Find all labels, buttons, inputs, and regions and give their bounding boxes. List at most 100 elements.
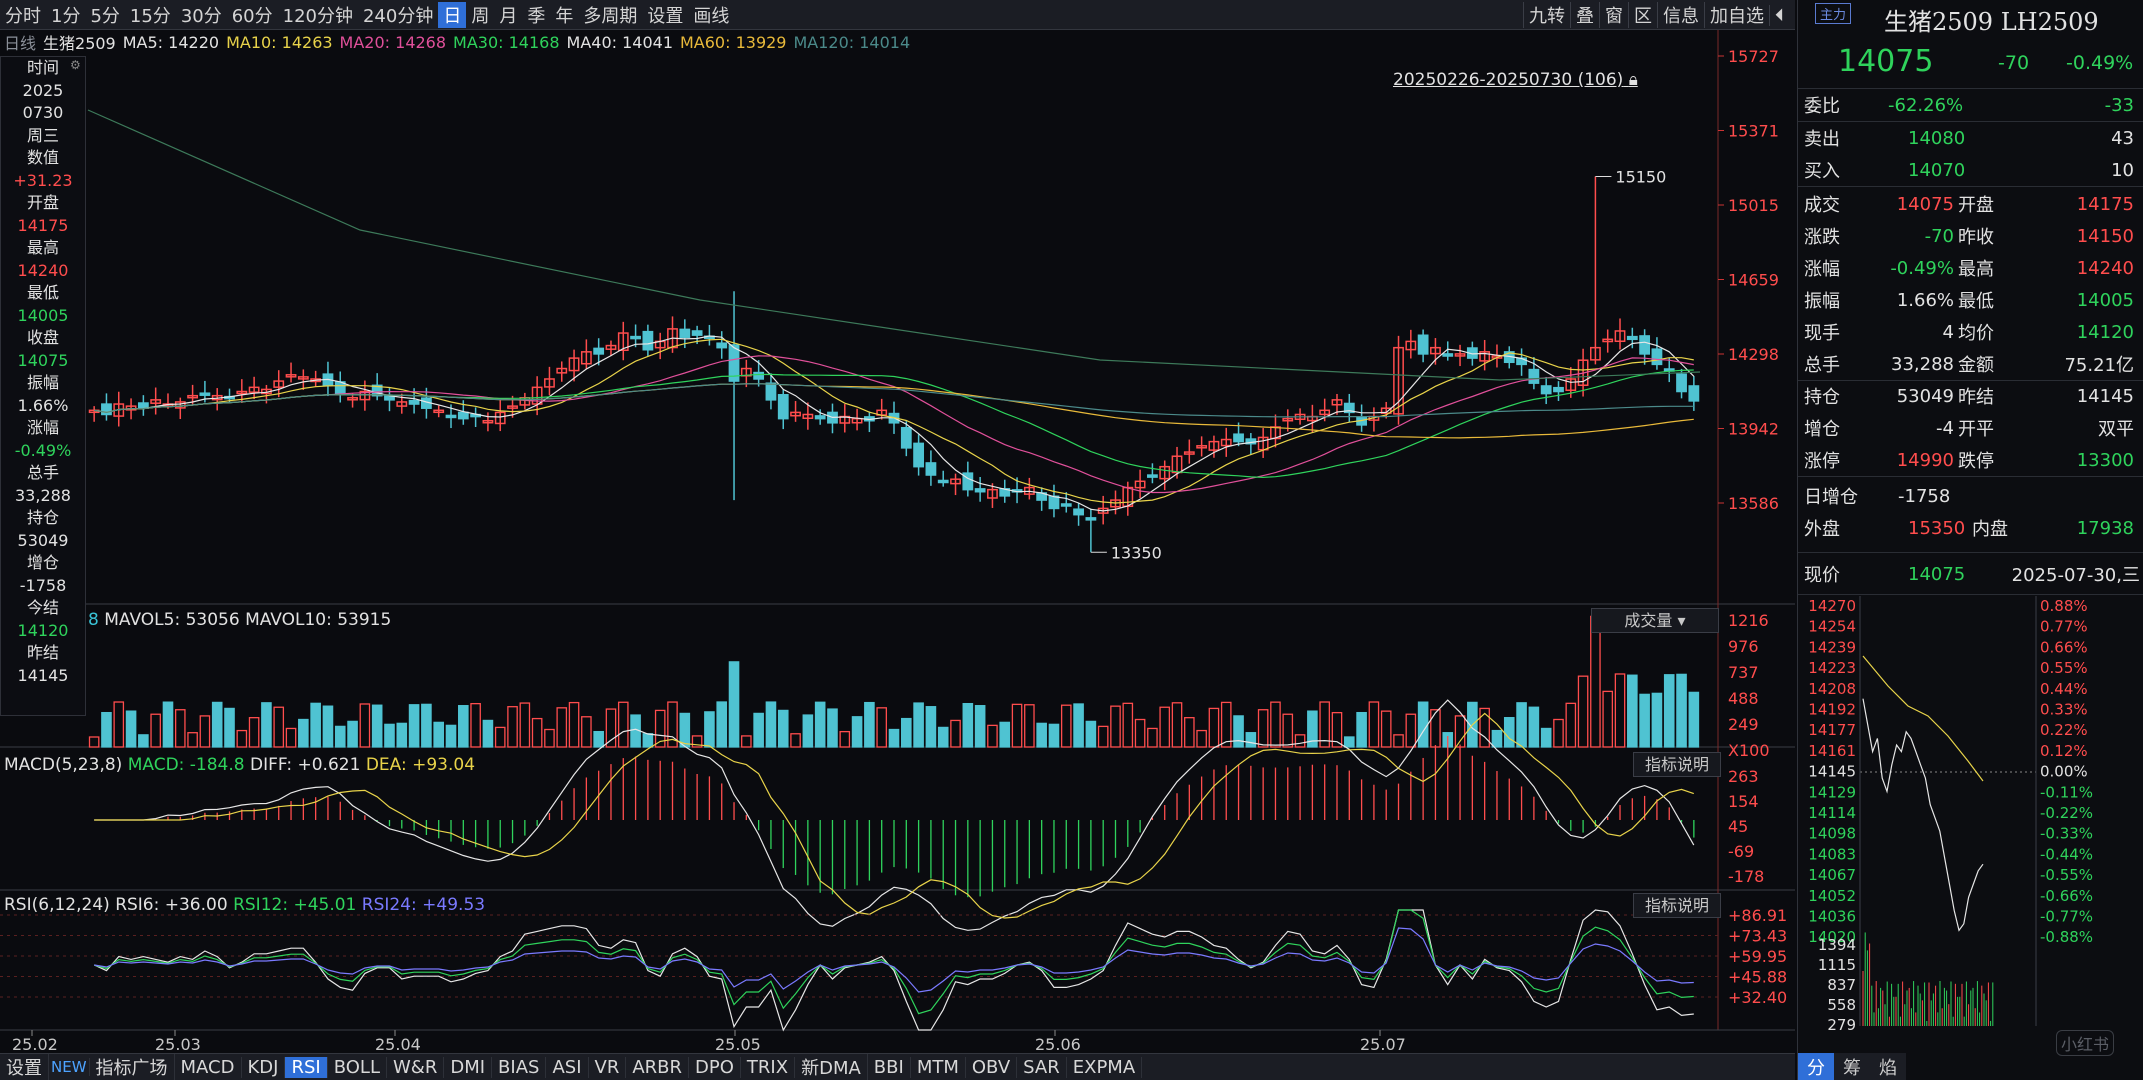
indicator-tab[interactable]: 设置 (0, 1054, 49, 1080)
indicator-tab[interactable]: OBV (966, 1056, 1018, 1078)
indicator-tab[interactable]: VR (589, 1056, 627, 1078)
buy-row: 买入 14070 10 (1798, 154, 2143, 186)
mini-price-label: 14114 (1808, 804, 1856, 822)
now-date: 2025-07-30,三 (2011, 565, 2140, 586)
period-tab[interactable]: 设置 (647, 5, 684, 27)
indicator-tab[interactable]: MTM (911, 1056, 966, 1078)
candle-body (1565, 378, 1577, 391)
quote-row: 总手 33,288 金额 75.21亿 (1798, 348, 2143, 380)
period-tab[interactable]: 240分钟 (362, 5, 434, 27)
toolbar-right-button[interactable]: 九转 (1523, 2, 1570, 28)
quote-cell: 金额 (1958, 355, 1994, 376)
candle-body (174, 401, 186, 409)
minichart-tab[interactable]: 焰 (1870, 1053, 1906, 1080)
macd-axis-label: 45 (1728, 817, 1748, 836)
indicator-tab[interactable]: DMI (444, 1056, 493, 1078)
volume-bar (1171, 702, 1183, 748)
indicator-tab[interactable]: RSI (285, 1056, 328, 1078)
period-tab[interactable]: 多周期 (583, 5, 638, 27)
candle-body (359, 390, 371, 401)
mini-price-label: 14083 (1808, 845, 1856, 863)
indicator-tab[interactable]: BBI (868, 1056, 911, 1078)
period-tab[interactable]: 120分钟 (282, 5, 353, 27)
quote-cell: 增仓 (1804, 419, 1840, 440)
quote-cell: 最高 (1958, 259, 1994, 280)
indicator-tab[interactable]: DPO (689, 1056, 741, 1078)
indicator-tab[interactable]: BOLL (328, 1056, 387, 1078)
period-tab[interactable]: 画线 (693, 5, 730, 27)
indicator-tab[interactable]: 新DMA (795, 1054, 868, 1080)
volume-bar (285, 727, 297, 748)
price-axis-label: 15727 (1728, 47, 1779, 66)
toolbar-right-button[interactable]: ⏴ (1769, 4, 1789, 26)
candle-body (777, 394, 789, 420)
period-tab[interactable]: 季 (527, 5, 546, 27)
ma40-label: MA40: 14041 (566, 32, 673, 52)
volume-bar (248, 717, 260, 748)
indicator-tab[interactable]: KDJ (242, 1056, 286, 1078)
macd-help-button[interactable]: 指标说明 (1633, 752, 1721, 777)
toolbar-right-button[interactable]: 叠 (1570, 2, 1599, 28)
period-tab[interactable]: 周 (471, 5, 490, 27)
info-panel-line: -0.49% (14, 440, 72, 460)
weibi-label: 委比 (1804, 96, 1840, 117)
candle-body (1171, 455, 1183, 474)
mavol10-label: MAVOL10: 53915 (245, 610, 392, 630)
period-tab[interactable]: 月 (499, 5, 518, 27)
indicator-tab[interactable]: BIAS (492, 1056, 547, 1078)
volume-legend: 8 MAVOL5: 53056 MAVOL10: 53915 (88, 610, 391, 630)
day-add-row: 日增仓 -1758 (1798, 480, 2143, 512)
minichart-tab[interactable]: 分 (1798, 1053, 1834, 1080)
candle-body (297, 376, 309, 380)
indicator-tab[interactable]: W&R (387, 1056, 445, 1078)
mini-price-label: 14161 (1808, 742, 1856, 760)
volume-bar (101, 711, 112, 748)
toolbar-right-button[interactable]: 信息 (1657, 2, 1704, 28)
candle-body (1430, 346, 1441, 355)
quote-cell: 4 (1942, 321, 1954, 343)
indicator-tab[interactable]: MACD (175, 1056, 242, 1078)
toolbar-right-button[interactable]: 加自选 (1704, 2, 1769, 28)
mini-pct-label: 0.00% (2040, 763, 2088, 781)
indicator-tab[interactable]: NEW (49, 1058, 90, 1076)
period-tab[interactable]: 30分 (180, 5, 222, 27)
toolbar-right-button[interactable]: 区 (1628, 2, 1657, 28)
indicator-tab[interactable]: TRIX (741, 1056, 796, 1078)
kline-chart[interactable]: 15727 15371 15015 14659 14298 13942 13586 15150… (0, 30, 1795, 1053)
volume-dropdown[interactable]: 成交量 ▾ (1591, 608, 1719, 633)
indicator-tab[interactable]: ASI (546, 1056, 589, 1078)
gear-icon[interactable]: ⚙ (70, 58, 81, 72)
toolbar-right-button[interactable]: 窗 (1599, 2, 1628, 28)
weibi-row: 委比 -62.26% -33 (1798, 89, 2143, 121)
quote-cell: 涨停 (1804, 451, 1840, 472)
volume-bar (1011, 703, 1023, 748)
candle-body (1048, 495, 1060, 510)
period-tab[interactable]: 分时 (5, 5, 41, 27)
candle-body (1405, 340, 1417, 351)
candle-body (187, 394, 198, 399)
rsi-axis-label: +59.95 (1728, 947, 1787, 966)
info-panel-line: -1758 (19, 575, 67, 595)
price-axis-label: 13942 (1728, 420, 1779, 439)
range-text: 20250226-20250730 (106) (1393, 70, 1624, 90)
period-tab[interactable]: 年 (555, 5, 574, 27)
indicator-tab[interactable]: 指标广场 (90, 1054, 175, 1080)
minichart-tab[interactable]: 筹 (1834, 1053, 1870, 1080)
range-label[interactable]: 20250226-20250730 (106) 🔒︎ (1393, 70, 1638, 90)
volume-bar (273, 706, 285, 748)
period-tab[interactable]: 1分 (51, 5, 81, 27)
candle-body (1676, 373, 1687, 393)
period-tab[interactable]: 日 (438, 1, 467, 28)
indicator-tab[interactable]: ARBR (626, 1056, 690, 1078)
lock-icon: 🔒︎ (1628, 70, 1638, 90)
period-tab[interactable]: 15分 (129, 5, 171, 27)
intraday-minichart[interactable]: 14270 0.88% 14254 0.77% 14239 0.66% 14223 0.55%… (1798, 596, 2143, 1052)
quote-cell: 14240 (2076, 257, 2134, 279)
rsi-help-button[interactable]: 指标说明 (1633, 893, 1721, 918)
period-tab[interactable]: 5分 (90, 5, 120, 27)
volume-bar (617, 701, 629, 748)
indicator-tab[interactable]: SAR (1017, 1056, 1067, 1078)
indicator-tab[interactable]: EXPMA (1067, 1056, 1143, 1078)
price-axis-label: 13586 (1728, 494, 1779, 513)
period-tab[interactable]: 60分 (231, 5, 273, 27)
